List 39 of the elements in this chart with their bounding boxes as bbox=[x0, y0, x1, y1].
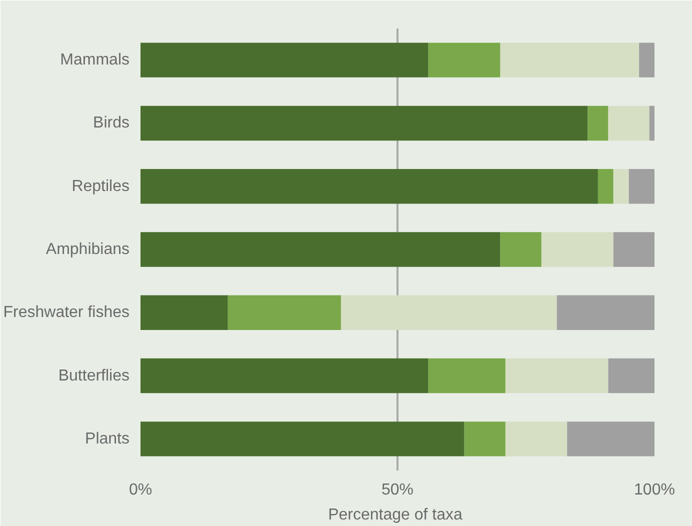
bar bbox=[608, 358, 654, 394]
bar bbox=[505, 358, 608, 394]
bar bbox=[428, 42, 500, 78]
bar bbox=[140, 358, 428, 394]
bar bbox=[628, 168, 654, 204]
x-tick-label: 50% bbox=[381, 482, 414, 498]
bar bbox=[567, 422, 654, 456]
x-axis-title: Percentage of taxa bbox=[328, 506, 463, 524]
bar bbox=[613, 232, 654, 267]
bar bbox=[464, 422, 506, 456]
bar bbox=[140, 42, 428, 78]
bar bbox=[140, 232, 500, 267]
bar bbox=[140, 106, 588, 141]
bar bbox=[140, 168, 598, 204]
bar bbox=[541, 232, 614, 267]
x-tick-label: 100% bbox=[634, 482, 675, 498]
y-tick-label: Freshwater fishes bbox=[3, 304, 130, 322]
bar bbox=[428, 358, 506, 394]
y-tick-label: Butterflies bbox=[58, 367, 130, 384]
y-tick-label: Amphibians bbox=[46, 241, 130, 258]
bar bbox=[556, 295, 654, 330]
bar bbox=[228, 295, 341, 330]
bar bbox=[140, 422, 464, 456]
bar bbox=[598, 168, 614, 204]
bar bbox=[140, 295, 228, 330]
bar bbox=[500, 42, 640, 78]
y-tick-label: Mammals bbox=[60, 52, 130, 69]
bar bbox=[505, 422, 568, 456]
bar bbox=[608, 106, 650, 141]
bar bbox=[639, 42, 654, 78]
bar bbox=[588, 106, 608, 141]
y-tick-label: Plants bbox=[85, 430, 130, 448]
bar bbox=[613, 168, 629, 204]
x-tick-label: 0% bbox=[128, 482, 152, 498]
bar bbox=[649, 106, 654, 141]
bar bbox=[500, 232, 542, 267]
y-tick-label: Reptiles bbox=[72, 178, 130, 195]
y-tick-label: Birds bbox=[93, 114, 130, 132]
bar bbox=[340, 295, 557, 330]
